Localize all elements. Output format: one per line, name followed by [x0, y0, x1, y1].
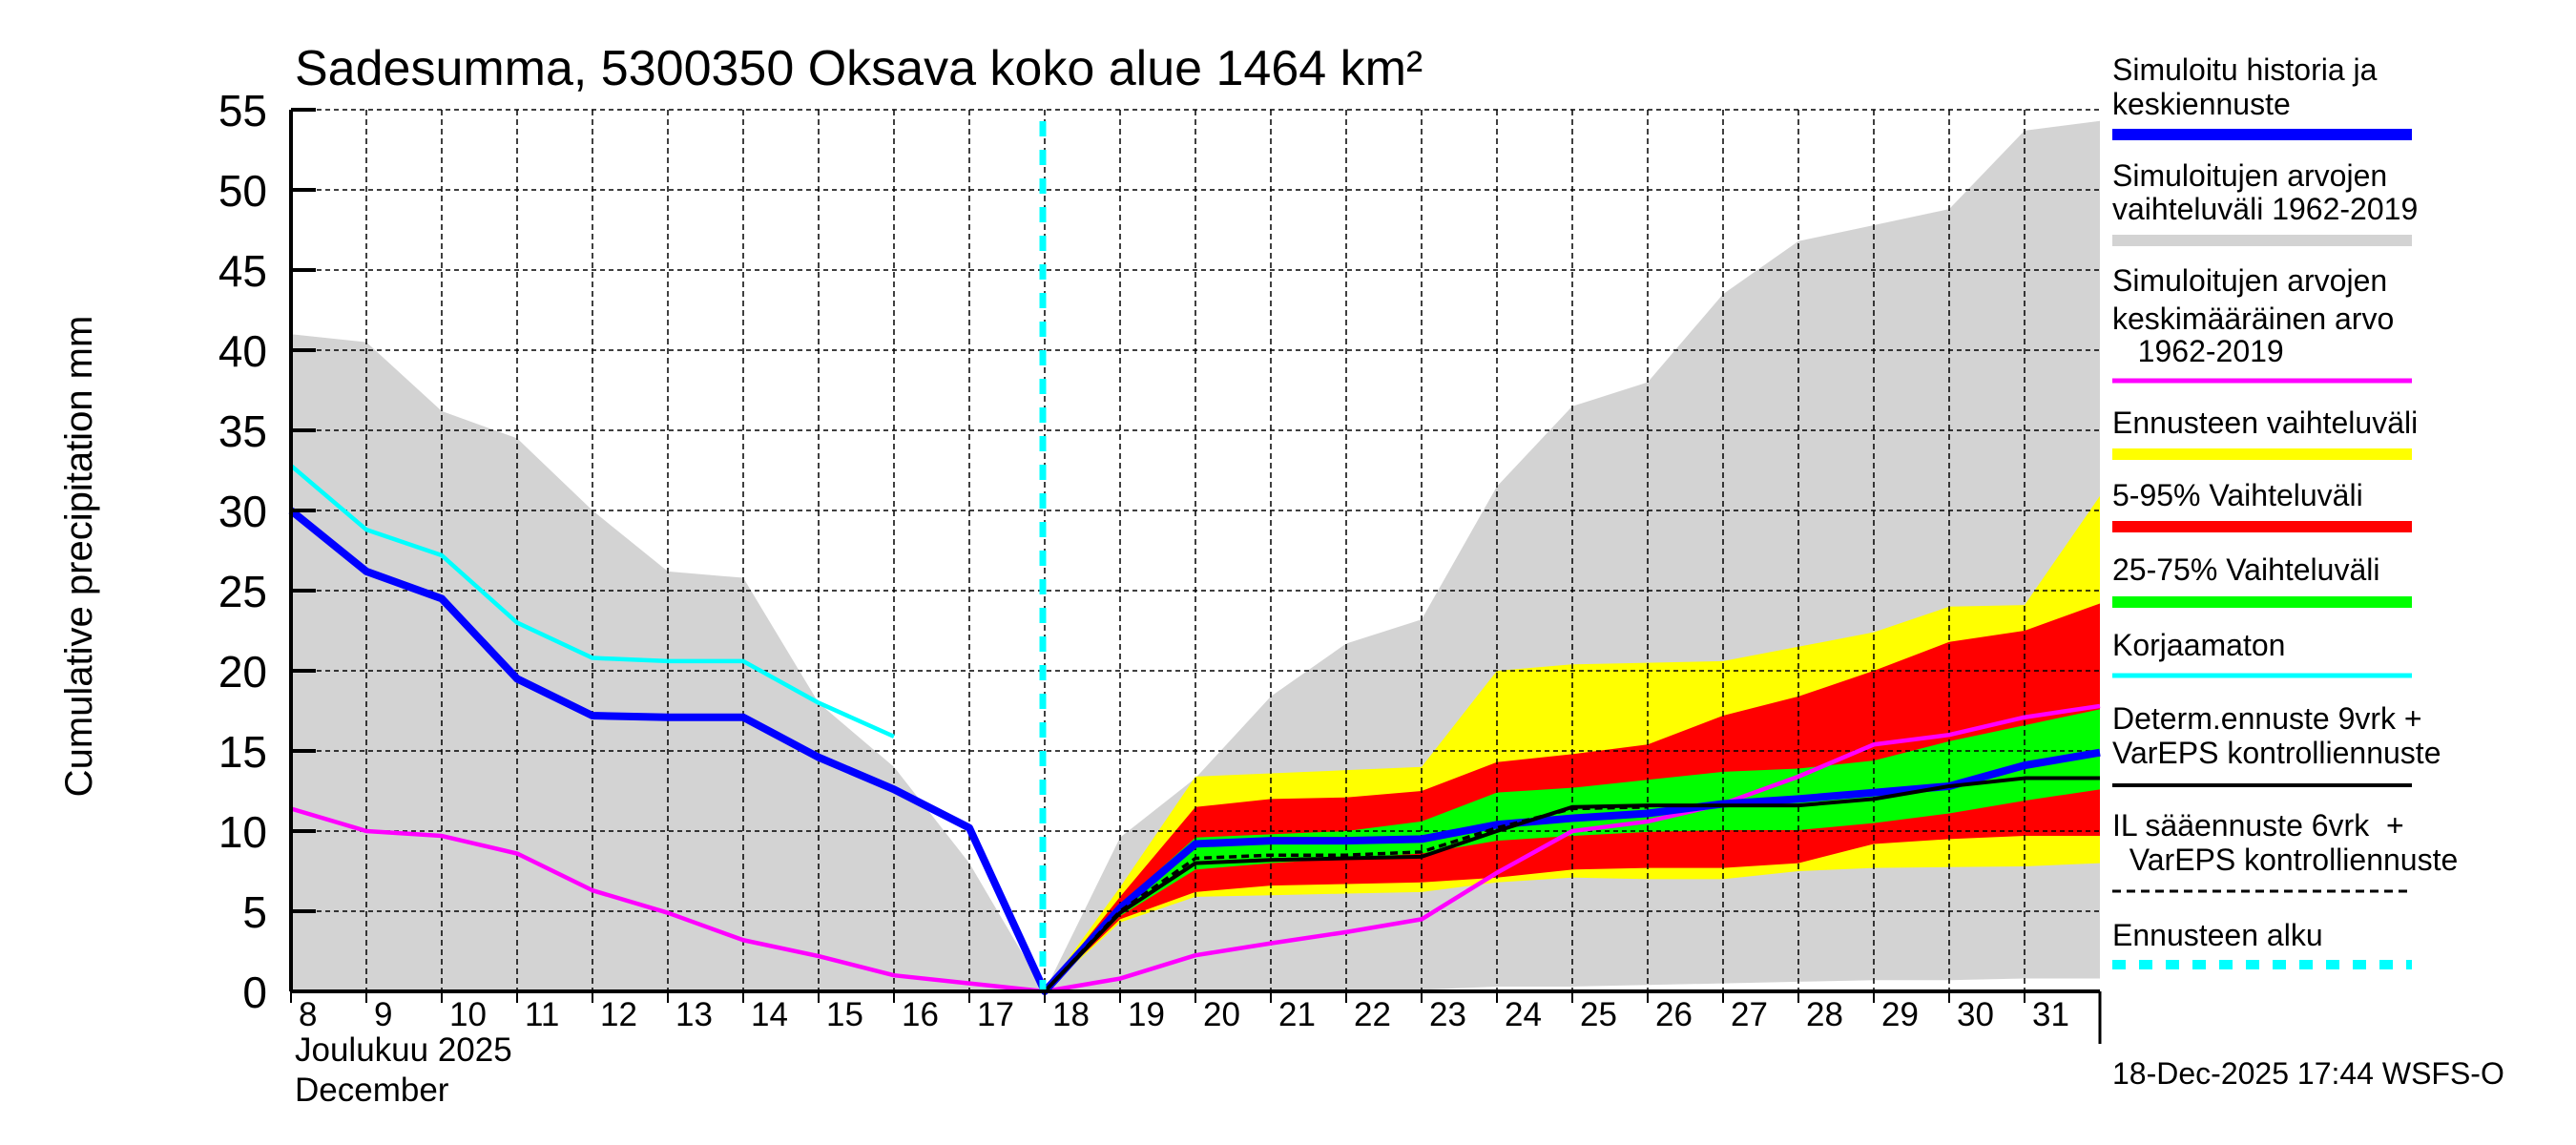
- x-tick-label: 18: [1052, 996, 1090, 1033]
- x-tick-label: 23: [1429, 996, 1466, 1033]
- legend-label: IL sääennuste 6vrk +: [2112, 808, 2404, 843]
- x-tick-label: 28: [1806, 996, 1843, 1033]
- x-tick-label: 25: [1580, 996, 1617, 1033]
- legend-label: keskiennuste: [2112, 87, 2291, 121]
- x-tick-label: 11: [525, 996, 559, 1033]
- legend-label: Simuloitujen arvojen: [2112, 158, 2387, 193]
- y-axis-label: Cumulative precipitation mm: [58, 316, 100, 798]
- y-tick-label: 0: [242, 968, 267, 1017]
- x-tick-label: 8: [299, 996, 317, 1033]
- x-axis-month-label-en: December: [295, 1072, 449, 1109]
- chart-title: Sadesumma, 5300350 Oksava koko alue 1464…: [295, 41, 1423, 96]
- x-tick-label: 21: [1278, 996, 1316, 1033]
- y-tick-label: 20: [218, 647, 267, 697]
- axes-layer: 0 5 10 15 20 25 30 35 40 45 50 55 8 9 10 11 12 13 14 15 16 17…: [218, 86, 2102, 1044]
- series-line-2: [288, 507, 2101, 995]
- y-tick-label: 10: [218, 807, 267, 857]
- x-tick-label: 24: [1505, 996, 1542, 1033]
- legend-label: 5-95% Vaihteluväli: [2112, 478, 2363, 512]
- x-tick-label: 17: [977, 996, 1014, 1033]
- legend-label: Simuloitu historia ja: [2112, 52, 2378, 87]
- x-tick-label: 27: [1731, 996, 1768, 1033]
- legend-label: 25-75% Vaihteluväli: [2112, 552, 2379, 587]
- y-tick-label: 45: [218, 246, 267, 296]
- x-tick-label: 9: [374, 996, 392, 1033]
- x-tick-label: 30: [1957, 996, 1994, 1033]
- x-tick-label: 22: [1354, 996, 1391, 1033]
- legend-label: VarEPS kontrolliennuste: [2112, 736, 2441, 770]
- lines-layer: [288, 121, 2101, 995]
- x-tick-label: 31: [2032, 996, 2069, 1033]
- legend-label: Ennusteen alku: [2112, 918, 2323, 952]
- y-tick-label: 30: [218, 487, 267, 536]
- x-tick-label: 13: [675, 996, 713, 1033]
- series-line-4: [1043, 805, 1649, 993]
- y-tick-label: 25: [218, 567, 267, 616]
- y-tick-label: 40: [218, 326, 267, 376]
- legend-label: 1962-2019: [2112, 334, 2284, 368]
- x-tick-label: 15: [826, 996, 863, 1033]
- band-3: [1045, 709, 2100, 991]
- y-tick-label: 50: [218, 166, 267, 216]
- x-tick-label: 10: [449, 996, 487, 1033]
- x-tick-label: 19: [1128, 996, 1165, 1033]
- legend-label: Determ.ennuste 9vrk +: [2112, 701, 2422, 736]
- x-tick-label: 12: [600, 996, 637, 1033]
- legend-label: Simuloitujen arvojen: [2112, 263, 2387, 298]
- x-tick-label: 20: [1203, 996, 1240, 1033]
- y-tick-label: 55: [218, 86, 267, 135]
- y-tick-label: 15: [218, 727, 267, 777]
- legend-label: vaihteluväli 1962-2019: [2112, 192, 2418, 226]
- x-tick-label: 26: [1655, 996, 1693, 1033]
- legend-label: Korjaamaton: [2112, 628, 2285, 662]
- legend-label: Ennusteen vaihteluväli: [2112, 406, 2418, 440]
- legend-label: VarEPS kontrolliennuste: [2112, 843, 2458, 877]
- timestamp: 18-Dec-2025 17:44 WSFS-O: [2112, 1056, 2504, 1091]
- legend-label: keskimääräinen arvo: [2112, 302, 2394, 336]
- series-line-1: [289, 464, 895, 739]
- y-tick-label: 5: [242, 887, 267, 937]
- series-line-0: [290, 703, 2101, 994]
- x-tick-label: 16: [902, 996, 939, 1033]
- x-tick-label: 29: [1881, 996, 1919, 1033]
- x-axis-month-label: Joulukuu 2025: [295, 1031, 512, 1069]
- y-tick-label: 35: [218, 406, 267, 456]
- x-tick-label: 14: [751, 996, 788, 1033]
- bands-layer: [291, 120, 2100, 991]
